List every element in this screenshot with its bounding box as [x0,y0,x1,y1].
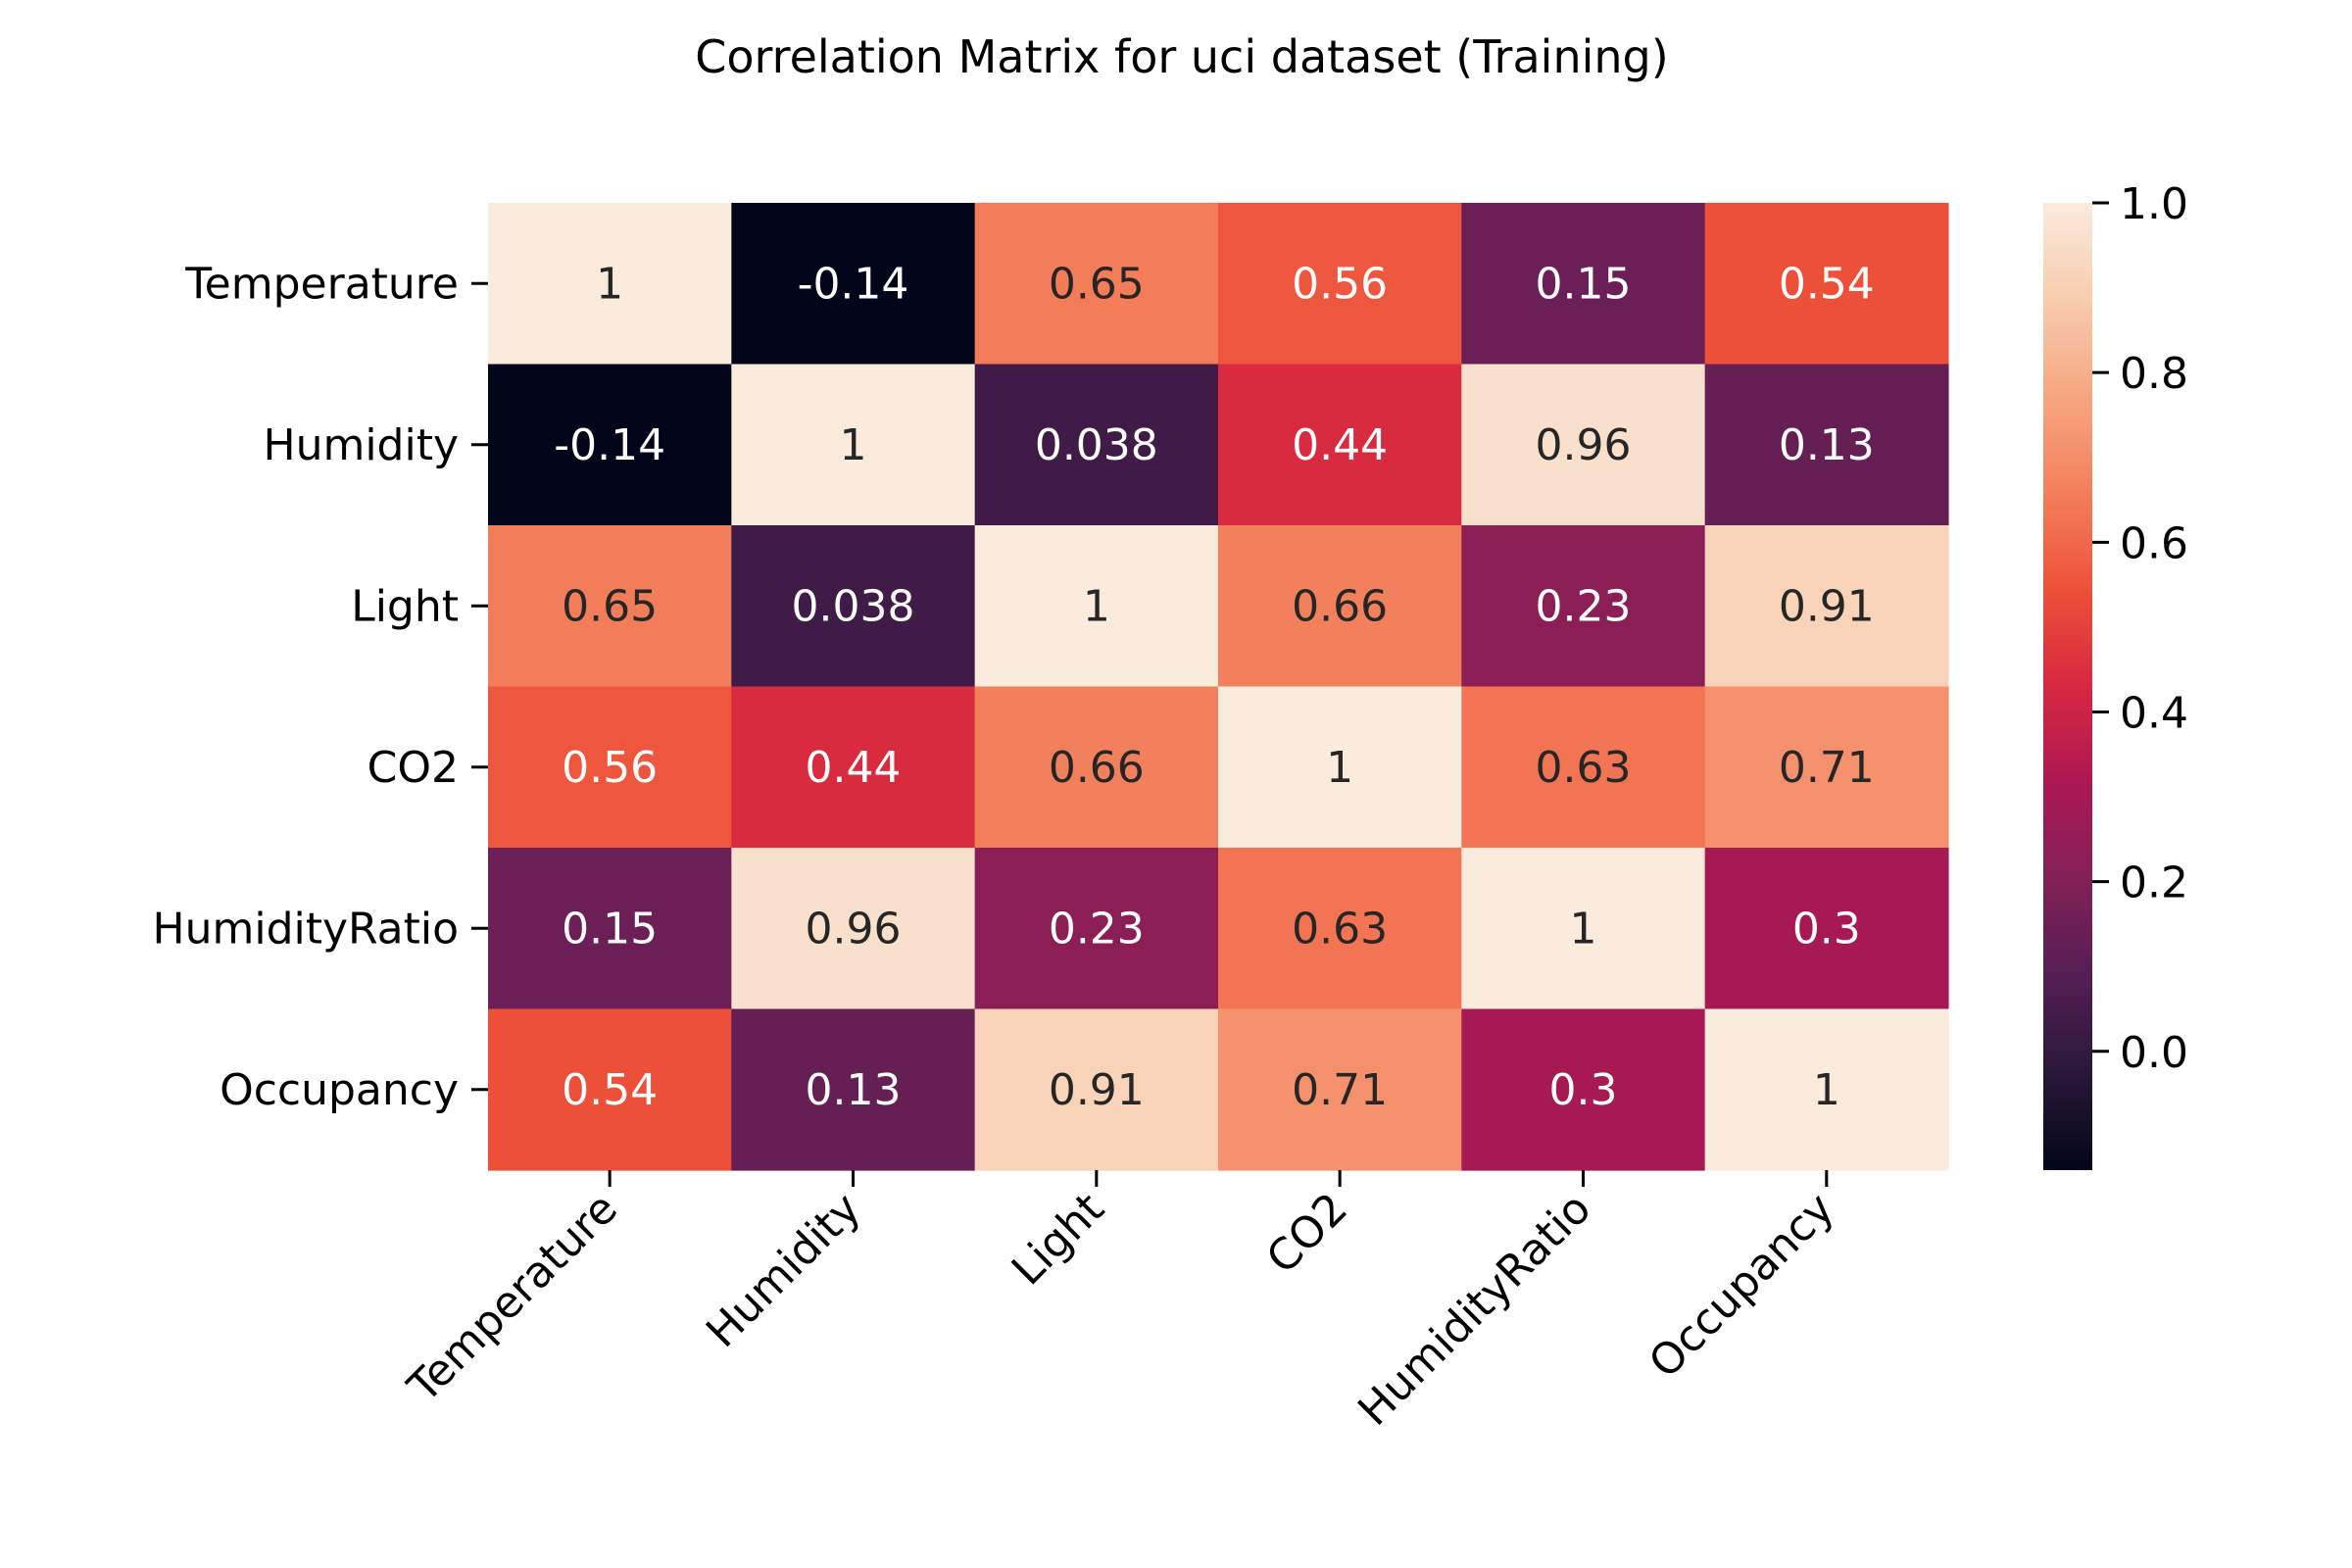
heatmap-cells: 1 -0.14 0.65 0.56 0.15 0.54 -0.14 1 0.038 0.44 0.9… [488,203,1949,1171]
x-tick-label: Light [1003,1184,1114,1296]
heatmap-cell [1461,525,1706,688]
heatmap-cell [731,525,976,688]
heatmap-cell [488,525,732,688]
cell-value-label: 0.91 [1779,581,1875,631]
colorbar-tick-label: 0.0 [2120,1028,2188,1078]
x-tick-label: CO2 [1257,1184,1357,1284]
cell-value-label: 0.63 [1536,743,1632,793]
heatmap-cell [1217,686,1462,849]
cell-value-label: 0.54 [1779,259,1875,309]
colorbar: 0.0 0.2 0.4 0.6 0.8 1.0 [2043,179,2188,1170]
y-tick-label: CO2 [368,743,459,793]
heatmap-cell [731,364,976,526]
cell-value-label: 0.66 [1049,743,1145,793]
heatmap-cell [1217,364,1462,526]
cell-value-label: 1 [839,420,866,470]
heatmap-cell [488,203,732,366]
heatmap-cell [731,848,976,1010]
heatmap-cell [974,364,1219,526]
x-tick-label: HumidityRatio [1348,1184,1600,1436]
heatmap-cell [1461,848,1706,1010]
cell-value-label: -0.14 [798,259,909,309]
cell-value-label: 0.65 [562,581,658,631]
heatmap-cell [488,1008,732,1171]
heatmap-cell [1461,364,1706,526]
heatmap-cell [974,203,1219,366]
cell-value-label: 0.91 [1049,1065,1145,1115]
heatmap-cell [1704,1008,1949,1171]
heatmap-cell [731,686,976,849]
cell-value-label: 1 [1326,743,1353,793]
cell-value-label: 0.15 [562,904,658,954]
cell-value-label: 0.56 [1292,259,1388,309]
y-tick-label: Humidity [263,420,459,470]
heatmap-cell [1704,525,1949,688]
cell-value-label: 0.13 [1779,420,1875,470]
cell-value-label: 1 [1083,581,1110,631]
cell-value-label: 0.23 [1049,904,1145,954]
cell-value-label: 1 [596,259,623,309]
y-axis: Temperature Humidity Light CO2 HumidityRatio… [153,259,488,1115]
colorbar-tick-label: 0.8 [2120,349,2188,399]
heatmap-cell [1704,848,1949,1010]
colorbar-gradient [2043,203,2092,1170]
cell-value-label: 0.038 [1035,420,1158,470]
cell-value-label: 0.13 [806,1065,902,1115]
cell-value-label: 0.63 [1292,904,1388,954]
y-tick-label: Light [351,581,459,631]
cell-value-label: 0.71 [1779,743,1875,793]
heatmap-cell [488,848,732,1010]
colorbar-tick-label: 0.6 [2120,518,2188,568]
cell-value-label: 0.66 [1292,581,1388,631]
cell-value-label: 0.44 [806,743,902,793]
heatmap-cell [1461,203,1706,366]
y-tick-label: Occupancy [220,1065,459,1115]
heatmap-cell [1704,364,1949,526]
cell-value-label: 1 [1813,1065,1840,1115]
heatmap-cell [488,686,732,849]
heatmap-cell [974,848,1219,1010]
heatmap-cell [1461,1008,1706,1171]
heatmap-cell [1704,203,1949,366]
heatmap-cell [1217,848,1462,1010]
cell-value-label: 0.3 [1792,904,1861,954]
cell-value-label: 0.71 [1292,1065,1388,1115]
heatmap-cell [1217,1008,1462,1171]
heatmap-cell [974,1008,1219,1171]
heatmap-cell [974,686,1219,849]
x-tick-label: Occupancy [1640,1184,1844,1389]
y-tick-label: HumidityRatio [153,904,459,954]
y-tick-label: Temperature [184,259,459,309]
heatmap-cell [974,525,1219,688]
heatmap-cell [1704,686,1949,849]
heatmap-cell [1217,203,1462,366]
heatmap-cell [488,364,732,526]
x-tick-label: Humidity [697,1184,870,1357]
cell-value-label: 0.23 [1536,581,1632,631]
cell-value-label: -0.14 [554,420,665,470]
x-axis: Temperature Humidity Light CO2HumidityRatio… [398,1170,1844,1436]
cell-value-label: 0.56 [562,743,658,793]
cell-value-label: 0.65 [1049,259,1145,309]
cell-value-label: 1 [1569,904,1596,954]
heatmap-cell [1217,525,1462,688]
x-tick-label: Temperature [398,1184,627,1413]
cell-value-label: 0.15 [1536,259,1632,309]
heatmap-cell [731,203,976,366]
heatmap-cell [1461,686,1706,849]
colorbar-tick-label: 1.0 [2120,179,2188,229]
colorbar-tick-label: 0.2 [2120,858,2188,908]
cell-value-label: 0.44 [1292,420,1388,470]
colorbar-tick-label: 0.4 [2120,688,2188,738]
cell-value-label: 0.96 [806,904,902,954]
cell-value-label: 0.038 [792,581,915,631]
chart-title: Correlation Matrix for uci dataset (Trai… [695,30,1668,83]
cell-value-label: 0.96 [1536,420,1632,470]
cell-value-label: 0.54 [562,1065,658,1115]
heatmap-cell [731,1008,976,1171]
cell-value-label: 0.3 [1548,1065,1617,1115]
